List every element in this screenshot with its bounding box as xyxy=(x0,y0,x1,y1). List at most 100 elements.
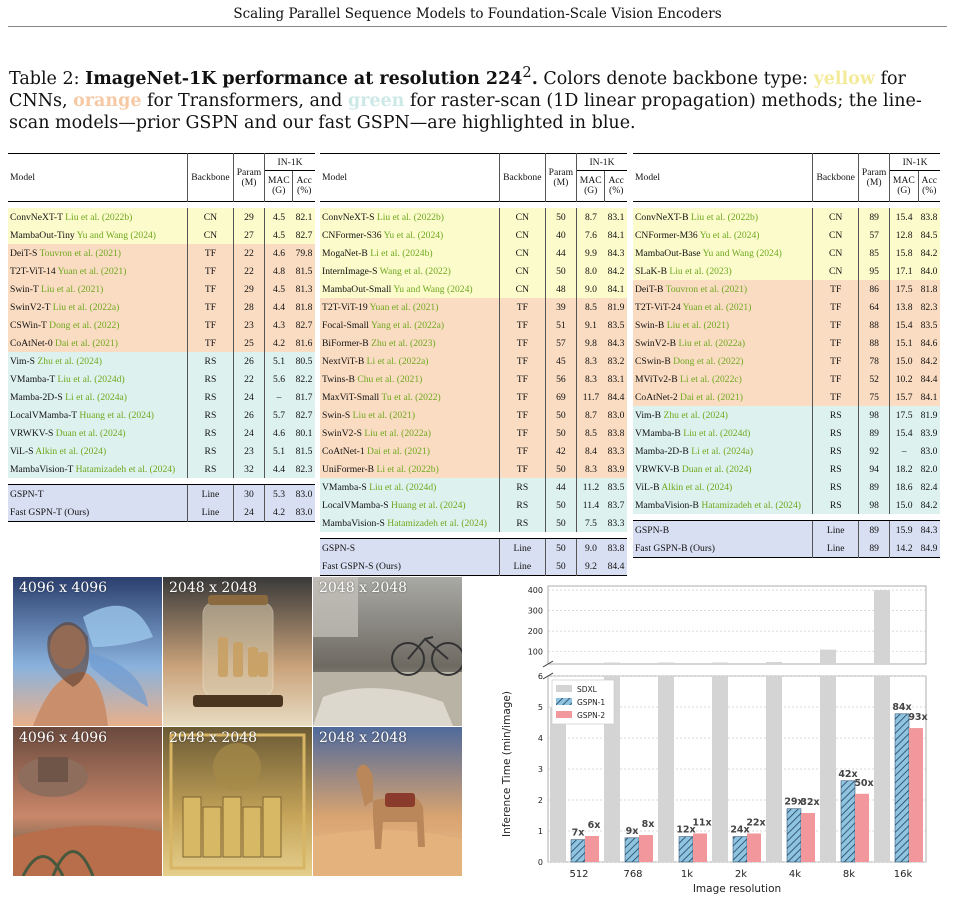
citation-link[interactable]: Liu et al. (2024d) xyxy=(57,373,125,385)
citation-link[interactable]: Dong et al. (2022) xyxy=(673,355,744,367)
citation-link[interactable]: Li et al. (2024a) xyxy=(65,391,127,403)
citation-link[interactable]: Liu et al. (2024d) xyxy=(369,481,437,493)
model-cell: InternImage-S Wang et al. (2022) xyxy=(320,262,500,280)
citation-link[interactable]: Liu et al. (2024d) xyxy=(683,427,751,439)
backbone-cell: RS xyxy=(187,460,234,478)
citation-link[interactable]: Zhu et al. (2023) xyxy=(371,337,436,349)
y-tick-label: 100 xyxy=(528,648,543,657)
citation-link[interactable]: Yu et al. (2024) xyxy=(383,229,444,241)
citation-link[interactable]: Chu et al. (2021) xyxy=(357,373,423,385)
mac-cell: 4.5 xyxy=(273,211,286,223)
bar-sdxl-upper xyxy=(820,649,836,664)
citation-link[interactable]: Zhu et al. (2024) xyxy=(663,409,728,421)
citation-link[interactable]: Touvron et al. (2021) xyxy=(665,283,748,295)
citation-link[interactable]: Liu et al. (2021) xyxy=(41,283,104,295)
mac-cell: 15.0 xyxy=(895,355,913,367)
citation-link[interactable]: Huang et al. (2024) xyxy=(391,499,466,511)
y-tick-label: 1 xyxy=(538,827,543,836)
bar-gspn-1 xyxy=(624,837,640,863)
citation-link[interactable]: Tu et al. (2022) xyxy=(381,391,441,403)
backbone-cell: TF xyxy=(812,298,860,316)
table-row: ConvNeXT-B Liu et al. (2022b) CN 89 15.4 83.… xyxy=(633,208,940,226)
citation-link[interactable]: Liu et al. (2022b) xyxy=(65,211,133,223)
mac-cell: 8.3 xyxy=(584,373,597,385)
param-cell: 29 xyxy=(233,208,266,226)
param-cell: 89 xyxy=(858,478,891,496)
acc-cell: 81.8 xyxy=(295,301,313,313)
model-cell: VMamba-S Liu et al. (2024d) xyxy=(320,478,500,496)
model-name: ViL-B xyxy=(635,481,660,493)
citation-link[interactable]: Liu et al. (2022a) xyxy=(52,301,120,313)
model-name: MambaVision-S xyxy=(322,517,385,529)
citation-link[interactable]: Touvron et al. (2021) xyxy=(39,247,121,259)
citation-link[interactable]: Yuan et al. (2021) xyxy=(369,301,439,313)
citation-link[interactable]: Yu and Wang (2024) xyxy=(702,247,782,259)
citation-link[interactable]: Li et al. (2022c) xyxy=(680,373,742,385)
citation-link[interactable]: Yang et al. (2022a) xyxy=(370,319,445,331)
acc-cell: 81.5 xyxy=(295,265,313,277)
model-name: CNFormer-S36 xyxy=(322,229,382,241)
mac-cell: 13.8 xyxy=(895,301,913,313)
citation-link[interactable]: Yuan et al. (2021) xyxy=(682,301,752,313)
citation-link[interactable]: Li et al. (2024b) xyxy=(370,247,433,259)
citation-link[interactable]: Yu et al. (2024) xyxy=(699,229,760,241)
citation-link[interactable]: Hatamizadeh et al. (2024) xyxy=(701,499,801,511)
citation-link[interactable]: Liu et al. (2022a) xyxy=(678,337,746,349)
citation-link[interactable]: Huang et al. (2024) xyxy=(79,409,154,421)
model-name: CoAtNet-0 xyxy=(10,337,53,349)
citation-link[interactable]: Liu et al. (2022b) xyxy=(376,211,444,223)
citation-link[interactable]: Li et al. (2024a) xyxy=(691,445,754,457)
spacer-row xyxy=(320,201,627,208)
acc-cell: 83.0 xyxy=(295,506,313,518)
citation-link[interactable]: Yuan et al. (2021) xyxy=(57,265,127,277)
model-cell: Vim-B Zhu et al. (2024) xyxy=(633,406,814,424)
citation-link[interactable]: Dai et al. (2021) xyxy=(680,391,743,403)
citation-link[interactable]: Liu et al. (2022a) xyxy=(364,427,431,439)
citation-link[interactable]: Dai et al. (2021) xyxy=(367,445,430,457)
legend-swatch xyxy=(556,685,572,692)
acc-cell: 83.3 xyxy=(607,445,625,457)
citation-link[interactable]: Li et al. (2022b) xyxy=(376,463,439,475)
mac-cell: 11.7 xyxy=(582,391,600,403)
model-cell: T2T-ViT-24 Yuan et al. (2021) xyxy=(633,298,814,316)
model-name: MambaVision-B xyxy=(635,499,699,511)
header-row-2: MAC (G) Acc (%) xyxy=(320,170,627,202)
bar-gspn-1 xyxy=(732,836,748,863)
caption-text-2: for CNNs, xyxy=(9,68,906,111)
citation-link[interactable]: Hatamizadeh et al. (2024) xyxy=(75,463,176,475)
citation-link[interactable]: Liu et al. (2021) xyxy=(666,319,730,331)
model-name: Fast GSPN-T (Ours) xyxy=(8,503,188,522)
acc-cell: 82.7 xyxy=(295,319,313,331)
mac-cell: 12.8 xyxy=(895,229,913,241)
table-row-line: Fast GSPN-B (Ours) Line 89 14.2 84.9 xyxy=(633,539,940,558)
citation-link[interactable]: Hatamizadeh et al. (2024) xyxy=(387,517,487,529)
citation-link[interactable]: Alkin et al. (2024) xyxy=(661,481,733,493)
citation-link[interactable]: Liu et al. (2022b) xyxy=(690,211,759,223)
citation-link[interactable]: Dai et al. (2021) xyxy=(55,337,118,349)
backbone-cell: TF xyxy=(187,334,234,352)
model-name: GSPN-S xyxy=(320,538,500,557)
model-name: Fast GSPN-S (Ours) xyxy=(320,557,500,576)
city-illustration xyxy=(163,727,312,876)
citation-link[interactable]: Zhu et al. (2024) xyxy=(37,355,102,367)
citation-link[interactable]: Duan et al. (2024) xyxy=(55,427,126,439)
table-row: LocalVMamba-T Huang et al. (2024) RS 26 5.7… xyxy=(8,406,315,424)
acc-cell: 81.9 xyxy=(920,409,938,421)
citation-link[interactable]: Yu and Wang (2024) xyxy=(393,283,473,295)
param-cell: 26 xyxy=(233,352,266,370)
citation-link[interactable]: Liu et al. (2021) xyxy=(352,409,416,421)
citation-link[interactable]: Li et al. (2022a) xyxy=(366,355,429,367)
mac-cell: 8.7 xyxy=(584,211,597,223)
model-name: VMamba-S xyxy=(322,481,367,493)
citation-link[interactable]: Alkin et al. (2024) xyxy=(35,445,107,457)
param-cell: 50 xyxy=(545,538,578,557)
citation-link[interactable]: Wang et al. (2022) xyxy=(379,265,451,277)
mars-illustration xyxy=(13,727,162,876)
model-cell: MambaVision-T Hatamizadeh et al. (2024) xyxy=(8,460,188,478)
speedup-label-gspn-2: 8x xyxy=(642,819,655,830)
model-cell: SwinV2-T Liu et al. (2022a) xyxy=(8,298,188,316)
citation-link[interactable]: Yu and Wang (2024) xyxy=(76,229,156,241)
citation-link[interactable]: Liu et al. (2023) xyxy=(669,265,732,277)
citation-link[interactable]: Dong et al. (2022) xyxy=(49,319,120,331)
citation-link[interactable]: Duan et al. (2024) xyxy=(681,463,752,475)
